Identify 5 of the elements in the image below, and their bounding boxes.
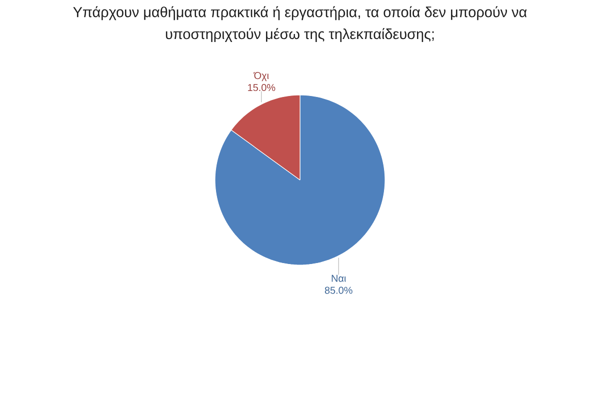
data-label: 15.0% [248, 84, 276, 92]
chart-title: Υπάρχουν μαθήματα πρακτικά ή εργαστήρια, τα οποία δεν μπορούν να υποστηριχτούν μέσω της τηλεκπαίδευσης; [73, 6, 527, 42]
slice-label: Ναι [332, 274, 346, 282]
slice-label: Όχι [254, 72, 269, 82]
data-label: 85.0% [324, 286, 352, 294]
